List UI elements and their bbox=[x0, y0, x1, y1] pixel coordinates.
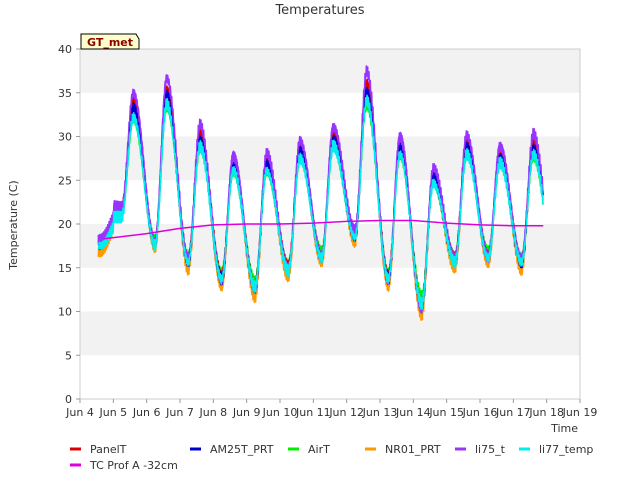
x-axis-label: Time bbox=[550, 422, 578, 435]
legend-item: NR01_PRT bbox=[365, 443, 441, 456]
series-line-li77-temp bbox=[97, 94, 544, 311]
y-tick-label: 0 bbox=[65, 393, 72, 406]
y-axis: 0 5 10 15 20 25 30 35 40 bbox=[58, 43, 80, 406]
x-tick-label: Jun 7 bbox=[165, 406, 194, 419]
x-tick-label: Jun 17 bbox=[495, 406, 531, 419]
y-tick-label: 20 bbox=[58, 218, 72, 231]
series-line-li75-t bbox=[97, 65, 544, 315]
grid-band bbox=[80, 267, 580, 312]
y-tick-label: 10 bbox=[58, 306, 72, 319]
y-tick-label: 40 bbox=[58, 43, 72, 56]
y-tick-label: 5 bbox=[65, 349, 72, 362]
y-tick-label: 15 bbox=[58, 262, 72, 275]
x-tick-label: Jun 16 bbox=[462, 406, 498, 419]
x-tick-label: Jun 9 bbox=[232, 406, 261, 419]
legend-label: PanelT bbox=[90, 443, 127, 456]
legend-label: li77_temp bbox=[539, 443, 593, 456]
y-tick-label: 25 bbox=[58, 174, 72, 187]
x-tick-label: Jun 10 bbox=[262, 406, 298, 419]
x-tick-label: Jun 11 bbox=[295, 406, 331, 419]
grid-band bbox=[80, 180, 580, 224]
grid-band bbox=[80, 355, 580, 399]
legend-item: PanelT bbox=[70, 443, 127, 456]
chart-title: Temperatures bbox=[274, 3, 364, 18]
series-lines bbox=[97, 65, 544, 321]
badge-box bbox=[80, 33, 140, 50]
legend-label: li75_t bbox=[475, 443, 506, 456]
legend-item: AM25T_PRT bbox=[190, 443, 274, 456]
y-axis-label: Temperature (C) bbox=[7, 180, 20, 270]
x-tick-label: Jun 13 bbox=[362, 406, 398, 419]
legend: PanelT AM25T_PRT AirT NR01_PRT li75_t li77_te… bbox=[70, 443, 593, 472]
grid-band bbox=[80, 92, 580, 137]
gt-met-badge: GT_met bbox=[80, 33, 140, 50]
legend-item: AirT bbox=[288, 443, 330, 456]
badge-text: GT_met bbox=[87, 36, 133, 49]
grid-band bbox=[80, 311, 580, 356]
legend-label: AM25T_PRT bbox=[210, 443, 274, 456]
legend-item: li75_t bbox=[455, 443, 506, 456]
x-tick-label: Jun 4 bbox=[65, 406, 94, 419]
x-tick-label: Jun 8 bbox=[198, 406, 227, 419]
x-tick-label: Jun 19 bbox=[562, 406, 598, 419]
legend-label: NR01_PRT bbox=[385, 443, 441, 456]
x-tick-label: Jun 18 bbox=[528, 406, 564, 419]
legend-item: li77_temp bbox=[519, 443, 593, 456]
x-tick-label: Jun 12 bbox=[328, 406, 364, 419]
legend-item: TC Prof A -32cm bbox=[70, 459, 178, 472]
legend-label: AirT bbox=[308, 443, 330, 456]
grid-band bbox=[80, 49, 580, 93]
y-tick-label: 35 bbox=[58, 87, 72, 100]
series-line-tc-prof-a-32cm bbox=[103, 219, 544, 240]
x-tick-label: Jun 14 bbox=[395, 406, 431, 419]
x-tick-label: Jun 5 bbox=[98, 406, 127, 419]
x-axis: Jun 4 Jun 5 Jun 6 Jun 7 Jun 8 Jun 9 Jun 10Jun … bbox=[65, 399, 597, 419]
x-tick-label: Jun 6 bbox=[132, 406, 161, 419]
y-tick-label: 30 bbox=[58, 131, 72, 144]
legend-label: TC Prof A -32cm bbox=[89, 459, 178, 472]
plot-background-bands bbox=[80, 49, 580, 399]
x-tick-label: Jun 15 bbox=[428, 406, 464, 419]
